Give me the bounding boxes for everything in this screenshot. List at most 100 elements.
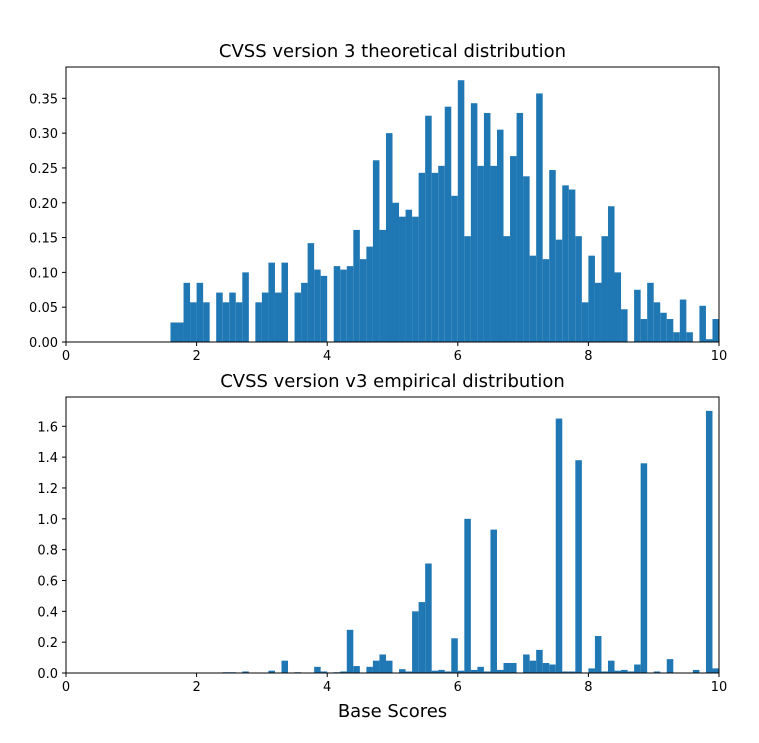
bar [542, 662, 550, 673]
bar [712, 668, 719, 673]
bar [601, 236, 608, 342]
bar [568, 671, 576, 673]
bar [399, 669, 406, 673]
bar [516, 112, 524, 342]
bar [301, 282, 308, 342]
bar [222, 302, 230, 342]
bar [607, 660, 615, 673]
bar [575, 236, 582, 342]
bar [699, 305, 706, 342]
bar [581, 302, 589, 342]
x-tick-label: 2 [192, 349, 200, 364]
y-tick-label: 0.30 [29, 127, 58, 142]
x-tick-label: 10 [711, 680, 728, 695]
y-tick-label: 0.00 [29, 336, 58, 351]
chart-title: CVSS version v3 empirical distribution [220, 371, 565, 392]
bar [705, 410, 713, 673]
bar [359, 259, 367, 342]
bar [686, 332, 693, 342]
bar [490, 529, 497, 673]
bar [431, 670, 439, 673]
chart-title: CVSS version 3 theoretical distribution [219, 41, 566, 62]
bar [294, 292, 302, 342]
bar [653, 302, 661, 342]
bar [510, 662, 517, 673]
y-tick-label: 0.4 [37, 605, 58, 620]
bar [477, 165, 484, 342]
bar [549, 170, 556, 342]
bar [705, 339, 713, 342]
bar [255, 302, 262, 342]
bar [562, 185, 569, 342]
bar [614, 272, 622, 342]
y-tick-label: 0.15 [29, 232, 58, 247]
bar [607, 206, 615, 342]
bar [196, 282, 204, 342]
bar [314, 269, 321, 342]
bar [307, 243, 315, 342]
x-tick-label: 0 [62, 680, 70, 695]
y-tick-label: 1.2 [37, 482, 58, 497]
bar [281, 660, 289, 673]
bar [594, 635, 602, 673]
bar [177, 322, 184, 342]
bar [183, 282, 191, 342]
bar [242, 272, 249, 342]
bar [529, 255, 537, 342]
bar [392, 202, 400, 342]
bar [170, 322, 178, 342]
bar [523, 654, 530, 673]
bar [366, 666, 373, 673]
bar [529, 660, 537, 673]
bar [470, 103, 478, 342]
bar [627, 671, 635, 673]
bar [457, 670, 465, 673]
bar [372, 160, 380, 342]
bar [444, 106, 452, 342]
x-tick-label: 2 [192, 680, 200, 695]
bar [568, 189, 576, 342]
y-tick-label: 0.20 [29, 197, 58, 212]
bar [444, 671, 452, 673]
bar [242, 671, 249, 673]
bar [268, 670, 275, 673]
bar [647, 282, 654, 342]
x-tick-label: 10 [711, 349, 728, 364]
bar [640, 463, 648, 673]
bar [692, 669, 700, 673]
x-tick-label: 8 [584, 349, 592, 364]
bar [346, 629, 354, 673]
bar [621, 309, 628, 342]
bar [542, 259, 550, 342]
bar [314, 666, 321, 673]
bar [190, 302, 197, 342]
bar [346, 266, 354, 342]
bar [412, 216, 419, 342]
bar [483, 112, 491, 342]
y-tick-label: 0.6 [37, 574, 58, 589]
y-tick-label: 0.8 [37, 544, 58, 559]
y-tick-label: 0.10 [29, 266, 58, 281]
x-tick-label: 4 [323, 349, 331, 364]
bar [464, 518, 471, 673]
x-tick-label: 8 [584, 680, 592, 695]
bar [340, 671, 347, 673]
x-tick-label: 6 [454, 680, 462, 695]
y-tick-label: 0.2 [37, 636, 58, 651]
plot-frame [65, 66, 720, 343]
y-tick-label: 1.0 [37, 513, 58, 528]
x-tick-label: 0 [62, 349, 70, 364]
bar [614, 670, 622, 673]
bar [588, 255, 595, 342]
bar [503, 662, 511, 673]
bar [235, 302, 243, 342]
bar [640, 319, 648, 342]
bar [405, 209, 413, 342]
bar [457, 80, 465, 343]
bar [536, 93, 543, 343]
bar [366, 246, 373, 342]
y-tick-label: 0.0 [37, 667, 58, 682]
bar [523, 176, 530, 342]
bar [621, 669, 628, 673]
